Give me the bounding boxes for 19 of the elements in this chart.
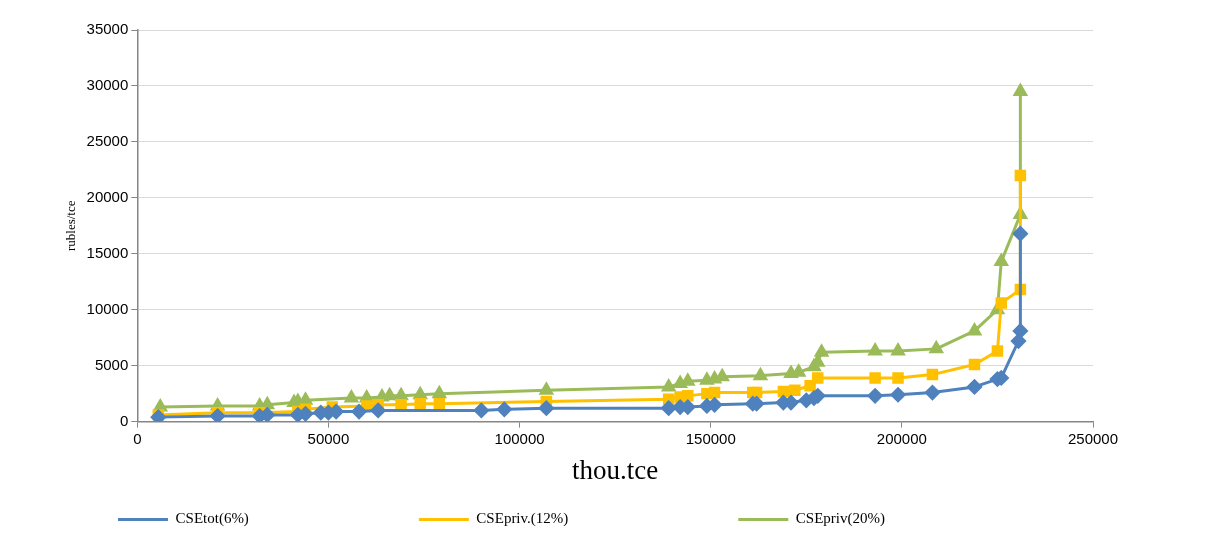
x-tick-label: 100000 <box>494 429 545 447</box>
y-tick-label: 30000 <box>86 76 129 94</box>
x-tick-label: 250000 <box>1067 429 1119 447</box>
y-tick-label: 10000 <box>86 299 129 317</box>
y-axis-title: rubles/tce <box>63 200 79 252</box>
x-tick-label: 50000 <box>307 429 350 447</box>
y-tick-label: 15000 <box>86 243 129 261</box>
y-tick-label: 35000 <box>86 20 129 38</box>
legend-label: CSEpriv(20%) <box>795 510 1035 528</box>
legend-label: CSEpriv.(12%) <box>476 510 719 528</box>
x-axis-title: thou.tce <box>572 454 659 485</box>
x-tick-label: 0 <box>133 429 142 447</box>
y-tick-label: 20000 <box>86 187 129 205</box>
legend-label: CSEtot(6%) <box>175 510 399 528</box>
x-tick-label: 200000 <box>876 429 927 447</box>
y-tick-label: 25000 <box>86 132 129 150</box>
y-tick-label: 5000 <box>94 355 129 373</box>
y-tick-label: 0 <box>119 411 129 429</box>
x-tick-label: 150000 <box>685 429 736 447</box>
